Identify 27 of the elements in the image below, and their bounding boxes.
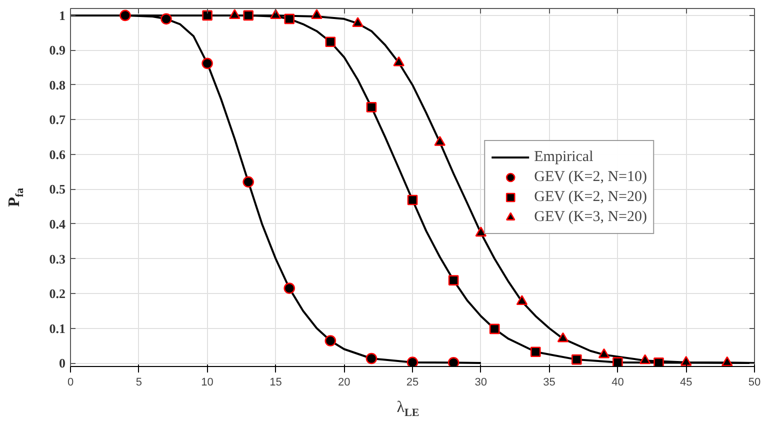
legend-label: GEV (K=3, N=20) (534, 208, 647, 226)
x-tick-label: 35 (543, 376, 556, 388)
x-tick-label: 50 (748, 376, 761, 388)
y-tick-label: 0.6 (49, 146, 66, 162)
y-tick-label: 0.9 (49, 42, 66, 58)
x-tick-label: 0 (67, 376, 74, 388)
x-tick-label: 30 (474, 376, 488, 388)
x-tick-label: 40 (612, 376, 624, 388)
legend-label: Empirical (534, 148, 594, 166)
y-tick-label: 1 (59, 8, 66, 23)
x-tick-label: 45 (680, 376, 692, 388)
y-tick-label: 0 (59, 356, 66, 371)
y-tick-label: 0.2 (49, 286, 66, 302)
y-tick-label: 0.7 (49, 112, 66, 128)
legend-label: GEV (K=2, N=10) (534, 168, 647, 186)
x-tick-label: 25 (406, 376, 419, 388)
x-tick-label: 5 (136, 376, 142, 388)
y-tick-label: 0.1 (49, 320, 66, 336)
y-tick-label: 0.3 (49, 251, 66, 266)
y-tick-label: 0.5 (49, 182, 66, 197)
x-tick-label: 10 (201, 376, 214, 388)
x-axis-title: λ$_{LE}$ (396, 398, 420, 422)
x-tick-label: 15 (270, 376, 282, 388)
y-tick-label: 0.8 (49, 77, 66, 92)
y-tick-label: 0.4 (49, 216, 66, 232)
legend-label: GEV (K=2, N=20) (534, 188, 647, 206)
x-tick-label: 20 (338, 376, 350, 388)
